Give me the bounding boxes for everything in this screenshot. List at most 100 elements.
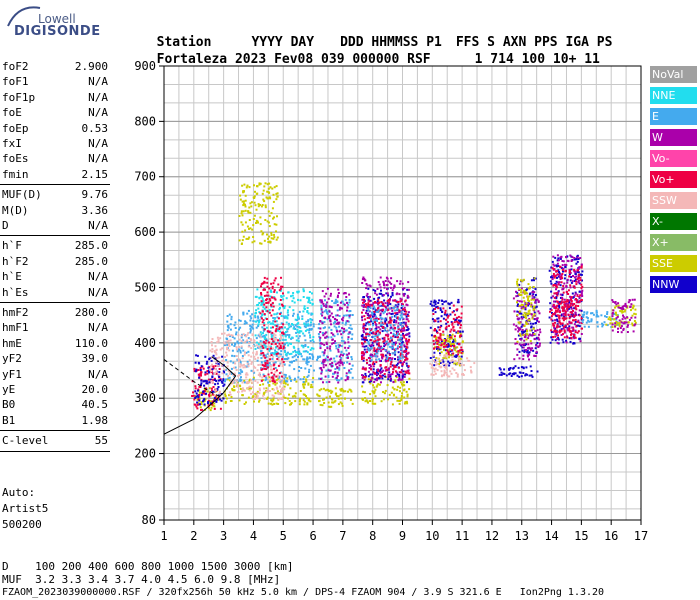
echo-point <box>402 313 405 316</box>
echo-point <box>332 372 334 375</box>
echo-point <box>248 381 251 384</box>
echo-point <box>430 334 433 337</box>
echo-point <box>362 301 364 304</box>
echo-point <box>459 358 462 361</box>
echo-point <box>551 338 554 341</box>
echo-point <box>391 403 394 406</box>
echo-point <box>268 240 271 243</box>
echo-point <box>252 398 255 400</box>
echo-point <box>516 278 519 281</box>
echo-point <box>248 385 251 388</box>
echo-point <box>460 305 463 308</box>
echo-point <box>299 299 302 302</box>
echo-point <box>320 388 323 391</box>
echo-point <box>530 298 533 301</box>
echo-point <box>277 397 280 400</box>
footer-muf-value: 3.3 <box>55 573 82 586</box>
echo-point <box>321 404 324 407</box>
echo-point <box>336 309 339 312</box>
echo-point <box>445 339 448 342</box>
echo-point <box>390 277 393 280</box>
echo-point <box>193 367 196 370</box>
echo-point <box>369 329 372 332</box>
echo-point <box>270 237 273 240</box>
echo-point <box>398 373 401 376</box>
echo-point <box>375 319 378 322</box>
echo-point <box>271 394 274 397</box>
echo-point <box>444 366 447 369</box>
echo-point <box>516 291 519 294</box>
echo-point <box>556 294 559 297</box>
echo-point <box>536 318 538 321</box>
echo-point <box>275 230 277 233</box>
echo-point <box>524 306 527 309</box>
echo-point <box>559 302 562 305</box>
echo-point <box>623 304 626 307</box>
echo-point <box>393 284 396 287</box>
echo-point <box>552 322 555 325</box>
echo-point <box>432 373 435 376</box>
echo-point <box>227 339 230 342</box>
echo-point <box>303 334 306 337</box>
param-value: N/A <box>88 219 108 232</box>
echo-point <box>249 327 252 330</box>
echo-point <box>323 402 326 404</box>
echo-point <box>572 342 575 344</box>
echo-point <box>344 298 347 301</box>
echo-point <box>319 320 322 322</box>
echo-point <box>246 333 249 336</box>
echo-point <box>373 340 376 343</box>
echo-point <box>342 354 344 357</box>
echo-point <box>212 354 215 357</box>
echo-point <box>238 338 241 341</box>
echo-point <box>461 349 464 352</box>
echo-point <box>273 223 276 226</box>
y-tick-label: 600 <box>134 225 156 239</box>
echo-point <box>288 364 291 367</box>
echo-point <box>275 198 278 201</box>
echo-point <box>436 348 438 350</box>
echo-point <box>323 332 326 335</box>
echo-point <box>583 325 586 328</box>
echo-point <box>297 316 299 319</box>
echo-point <box>386 357 389 360</box>
echo-point <box>219 379 222 382</box>
echo-point <box>325 364 327 367</box>
echo-point <box>385 318 388 321</box>
echo-point <box>433 301 436 304</box>
echo-point <box>303 358 306 361</box>
echo-point <box>536 319 539 322</box>
echo-point <box>567 293 570 295</box>
x-tick-label: 11 <box>455 529 469 543</box>
echo-point <box>614 306 616 309</box>
echo-point <box>210 406 213 409</box>
echo-point <box>260 379 263 382</box>
echo-point <box>307 319 310 322</box>
echo-point <box>213 373 216 375</box>
echo-point <box>431 367 434 369</box>
echo-point <box>529 365 532 368</box>
echo-point <box>379 316 382 319</box>
echo-point <box>611 329 614 332</box>
echo-point <box>318 356 321 358</box>
echo-point <box>514 342 517 345</box>
echo-point <box>255 344 258 347</box>
echo-point <box>623 322 626 325</box>
echo-point <box>534 347 537 350</box>
echo-point <box>274 342 277 345</box>
echo-point <box>405 310 408 313</box>
echo-point <box>538 338 541 341</box>
legend-item-e: E <box>650 108 697 125</box>
echo-point <box>381 326 384 329</box>
echo-point <box>319 347 322 350</box>
echo-point <box>448 334 451 337</box>
echo-point <box>363 348 366 351</box>
echo-point <box>263 276 266 279</box>
echo-point <box>567 302 570 305</box>
echo-point <box>405 354 408 356</box>
echo-point <box>579 299 582 302</box>
echo-point <box>453 338 456 341</box>
echo-point <box>277 339 280 342</box>
echo-point <box>270 326 273 329</box>
echo-point <box>553 296 556 299</box>
